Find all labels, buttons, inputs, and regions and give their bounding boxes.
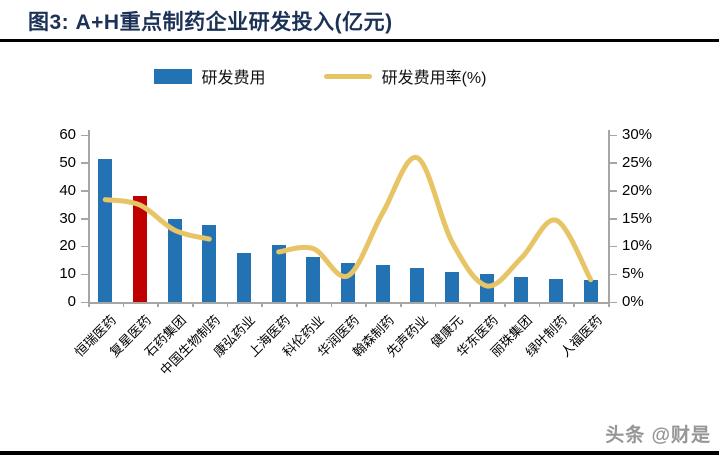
right-axis-tick (610, 134, 617, 136)
bar-中国生物制药 (202, 225, 217, 302)
x-axis-tick (365, 302, 367, 307)
bar-华东医药 (479, 274, 494, 302)
left-axis-tick-label: 40 (59, 181, 76, 199)
right-axis-tick-label: 10% (622, 237, 653, 255)
line-series-swatch (323, 73, 372, 79)
legend-label-bar: 研发费用 (201, 70, 266, 87)
right-axis-tick-label: 5% (622, 265, 644, 283)
title-divider (0, 39, 719, 42)
bar-先声药业 (410, 267, 425, 302)
x-axis-tick (88, 302, 90, 307)
right-axis-tick (610, 245, 617, 248)
right-axis-tick (610, 273, 617, 276)
legend-item-bar-series: 研发费用 (153, 64, 266, 88)
bar-绿叶制药 (549, 278, 563, 302)
bar-华润医药 (341, 263, 355, 302)
x-axis-tick (261, 302, 263, 307)
left-axis-tick-label: 10 (59, 265, 76, 283)
left-axis-tick (81, 190, 88, 192)
bar-翰森制药 (375, 264, 390, 302)
bar-恒瑞医药 (98, 158, 113, 302)
left-axis-tick (81, 134, 88, 136)
bottom-divider (0, 451, 719, 455)
right-axis-tick (610, 218, 617, 220)
x-axis-tick (573, 302, 575, 307)
bar-康弘药业 (237, 253, 251, 302)
left-axis-tick (81, 218, 88, 220)
left-axis-tick-label: 20 (59, 237, 76, 255)
right-axis-tick-label: 20% (622, 181, 653, 199)
right-axis-tick (610, 190, 617, 192)
left-axis-tick-label: 60 (59, 126, 76, 143)
left-axis-tick-label: 50 (59, 153, 76, 171)
x-axis-tick (434, 302, 437, 307)
bar-健康元 (445, 271, 459, 302)
x-axis-line (88, 302, 610, 304)
watermark: 头条 @财是 (605, 425, 711, 446)
bar-人福医药 (583, 280, 598, 302)
left-axis-tick (81, 162, 88, 164)
left-axis-tick-label: 30 (59, 209, 76, 227)
x-axis-tick (469, 302, 471, 307)
x-axis-tick (330, 302, 333, 307)
right-axis-tick-label: 25% (622, 153, 653, 171)
chart-legend: 研发费用 研发费用率(%) (0, 64, 640, 88)
x-axis-tick (538, 302, 541, 307)
right-axis-tick (610, 162, 617, 164)
bar-科伦药业 (306, 257, 321, 302)
bar-丽珠集团 (514, 276, 529, 302)
x-axis-tick (608, 302, 610, 307)
left-axis-tick (81, 273, 88, 276)
x-axis-tick (192, 302, 194, 307)
right-axis-tick-label: 30% (622, 126, 653, 143)
legend-item-line-series: 研发费用率(%) (323, 64, 487, 88)
page-title: 图3: A+H重点制药企业研发投入(亿元) (28, 11, 393, 34)
x-axis-tick (296, 302, 298, 307)
left-axis-line (88, 130, 90, 304)
bar-石药集团 (167, 218, 182, 302)
right-axis-tick-label: 15% (622, 209, 653, 227)
left-axis-tick (81, 301, 88, 303)
x-axis-tick (226, 302, 229, 307)
right-axis-tick (610, 301, 617, 303)
x-axis-tick (157, 302, 159, 307)
x-axis-tick (122, 302, 125, 307)
x-axis-tick (400, 302, 402, 307)
right-axis-line (608, 130, 610, 304)
right-axis-tick-label: 0% (622, 293, 644, 310)
legend-label-line: 研发费用率(%) (381, 70, 487, 87)
x-axis-tick (504, 302, 506, 307)
bar-复星医药 (133, 196, 147, 302)
bar-series-swatch (153, 68, 192, 84)
bar-上海医药 (271, 244, 286, 302)
left-axis-tick (81, 245, 88, 248)
left-axis-tick-label: 0 (67, 293, 76, 310)
